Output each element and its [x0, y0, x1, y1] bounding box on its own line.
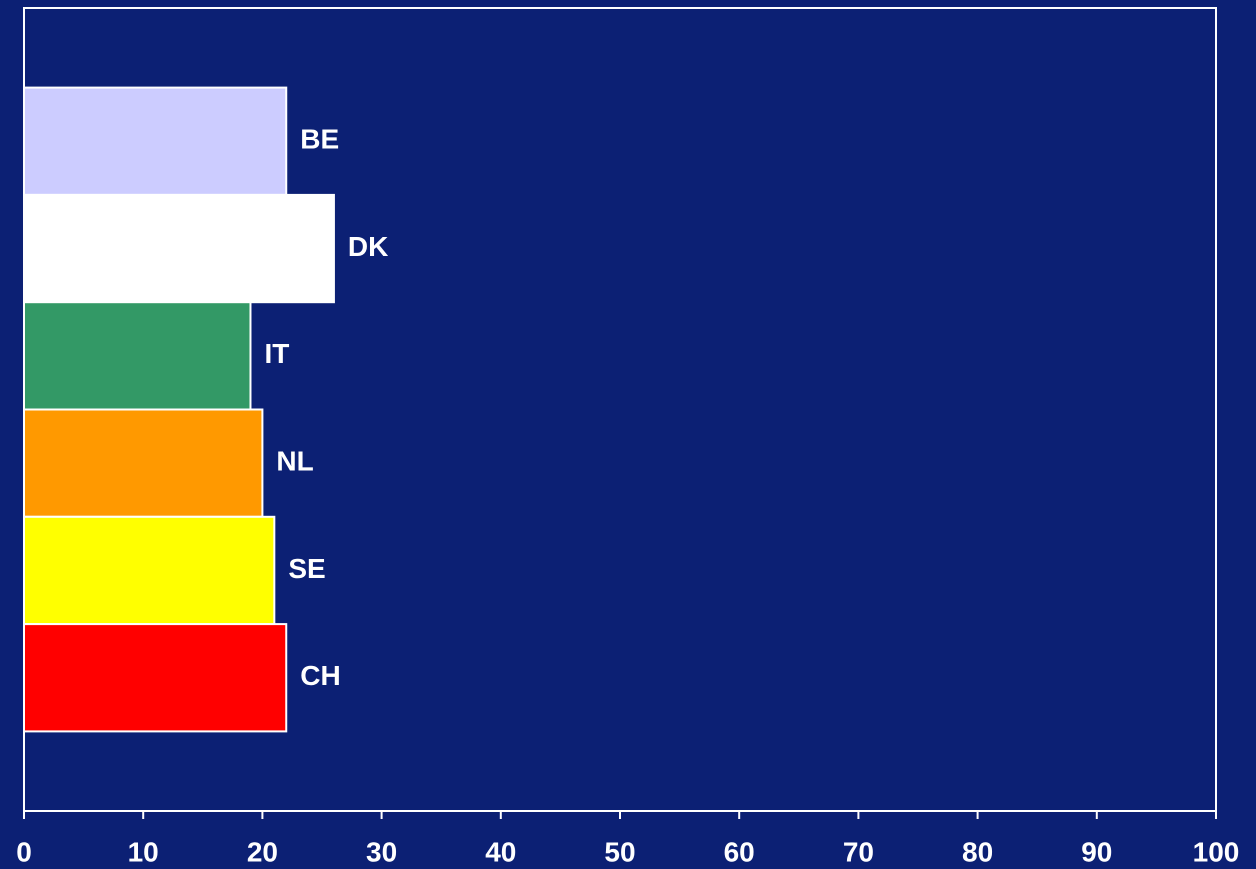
bar-label: BE [300, 124, 339, 155]
x-tick-label: 30 [366, 836, 397, 867]
x-tick-label: 40 [485, 836, 516, 867]
bar [23, 623, 288, 733]
bar-label: SE [288, 553, 325, 584]
bar [23, 515, 276, 626]
x-tick-label: 100 [1193, 836, 1240, 867]
bar [23, 408, 264, 518]
x-tick-label: 60 [724, 836, 755, 867]
x-tick-label: 90 [1081, 836, 1112, 867]
bar-label: NL [276, 446, 313, 477]
x-tick-label: 0 [16, 836, 32, 867]
x-tick-label: 80 [962, 836, 993, 867]
bar [23, 86, 288, 196]
x-tick-label: 70 [843, 836, 874, 867]
x-tick-label: 50 [604, 836, 635, 867]
x-tick-label: 20 [247, 836, 278, 867]
bar-label: CH [300, 660, 340, 691]
bar [23, 193, 335, 304]
x-tick-label: 10 [128, 836, 159, 867]
bar [23, 301, 252, 411]
bar-label: DK [348, 231, 388, 262]
bar-label: IT [264, 338, 289, 369]
